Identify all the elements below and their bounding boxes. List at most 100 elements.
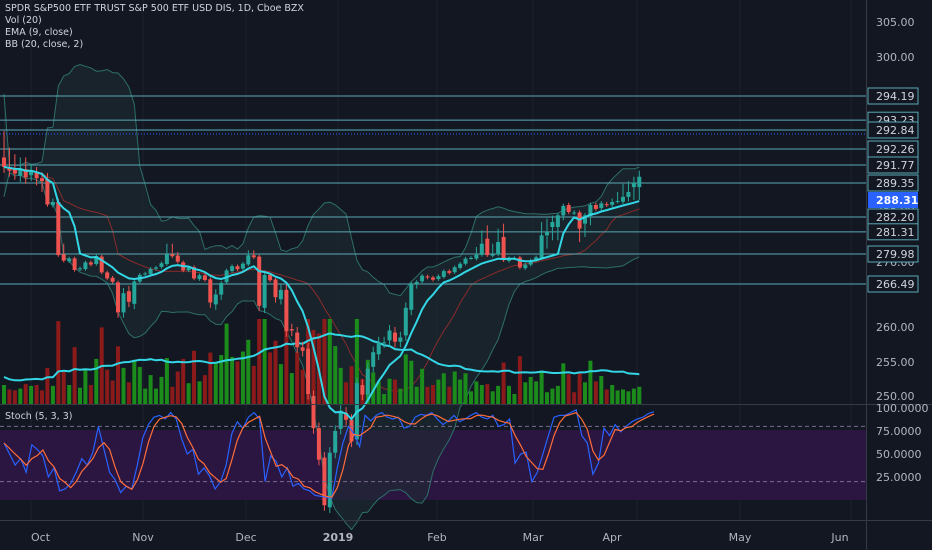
volume-bar xyxy=(40,390,44,404)
time-tick-label: 2019 xyxy=(323,531,354,544)
volume-bar xyxy=(566,374,571,404)
candle-body xyxy=(371,352,376,367)
volume-bar xyxy=(202,375,207,404)
candle-body xyxy=(534,257,539,260)
level-label-box xyxy=(867,275,919,293)
candle-body xyxy=(186,267,191,271)
volume-bar xyxy=(7,389,12,404)
volume-bar xyxy=(474,381,479,404)
time-tick-label: Jun xyxy=(830,531,848,544)
vol-legend[interactable]: Vol (20) xyxy=(5,15,42,26)
time-axis[interactable]: Oct Nov Dec 2019 Feb Mar Apr May Jun xyxy=(31,531,849,544)
volume-bar xyxy=(387,378,392,404)
candle-body xyxy=(398,337,403,342)
bb-legend[interactable]: BB (20, close, 2) xyxy=(5,39,84,50)
volume-bar xyxy=(338,367,343,404)
volume-bar xyxy=(539,370,544,404)
candle-body xyxy=(501,237,506,261)
price-tick-label: 250.00 xyxy=(876,390,915,403)
volume-bar xyxy=(219,355,224,404)
candle-body xyxy=(382,342,387,344)
level-label-box xyxy=(867,223,919,241)
candle-body xyxy=(197,275,202,280)
candle-body xyxy=(425,276,430,278)
level-label-box xyxy=(867,156,919,174)
volume-bar xyxy=(588,360,593,404)
stochastic xyxy=(0,408,866,499)
volume-bar xyxy=(376,381,381,404)
candle-body xyxy=(621,196,625,202)
level-label: 292.84 xyxy=(876,124,915,137)
volume-bar xyxy=(626,391,631,404)
candle-body xyxy=(273,279,278,298)
candle-body xyxy=(34,173,39,179)
volume-bar xyxy=(583,382,587,404)
volume-bar xyxy=(50,385,55,404)
candle-body xyxy=(387,330,392,341)
level-label: 281.31 xyxy=(876,226,915,239)
volume-bar xyxy=(132,359,137,404)
level-label: 294.19 xyxy=(876,90,915,103)
symbol-title[interactable]: SPDR S&P500 ETF TRUST S&P 500 ETF USD DI… xyxy=(5,3,304,14)
volume-bar xyxy=(496,385,501,404)
volume-bar xyxy=(528,376,533,404)
volume-bar xyxy=(56,321,61,404)
ema-path xyxy=(3,166,640,421)
candle-body xyxy=(88,262,93,265)
stoch-axis[interactable]: 100.0000 75.0000 50.0000 25.0000 xyxy=(876,402,929,484)
candle-body xyxy=(300,347,305,351)
candle-body xyxy=(132,281,137,304)
volume-bar xyxy=(246,339,251,404)
volume-bar xyxy=(371,372,376,404)
volume-bar xyxy=(29,385,34,404)
volume-bar xyxy=(213,363,218,404)
volume-bar xyxy=(382,394,387,404)
volume-bar xyxy=(561,363,566,404)
current-price-label: 288.31 xyxy=(876,194,918,207)
candle-body xyxy=(409,283,414,310)
ema-legend[interactable]: EMA (9, close) xyxy=(5,27,73,38)
volume-bar xyxy=(436,379,441,404)
volume-bar xyxy=(577,373,582,404)
volume-bar xyxy=(615,390,620,404)
volume-bar xyxy=(88,385,93,404)
volume-bar xyxy=(534,381,539,404)
candle-body xyxy=(94,256,99,264)
stoch-tick-label: 25.0000 xyxy=(876,471,922,484)
volume-bar xyxy=(83,369,88,404)
price-tick-label: 260.00 xyxy=(876,321,915,334)
candle-body xyxy=(376,342,381,355)
main-legend: SPDR S&P500 ETF TRUST S&P 500 ETF USD DI… xyxy=(5,3,304,51)
volume-bar xyxy=(186,383,191,404)
volume-bar xyxy=(268,352,273,404)
candle-body xyxy=(7,167,12,171)
volume-bar xyxy=(110,380,115,404)
volume-bar xyxy=(208,352,213,404)
volume-bar xyxy=(425,386,430,404)
volume-bar xyxy=(159,376,164,404)
volume-bar xyxy=(403,354,408,404)
volume-bar xyxy=(23,384,28,404)
candle-body xyxy=(626,192,631,197)
candle-body xyxy=(311,396,316,429)
price-axis[interactable]: 305.00300.00285.00260.00255.00250.00276.… xyxy=(867,16,919,403)
stoch-legend[interactable]: Stoch (5, 3, 3) xyxy=(5,411,73,422)
volume-bar xyxy=(333,346,338,404)
volume-bar xyxy=(61,371,66,404)
candle-body xyxy=(469,258,473,259)
volume-bar xyxy=(278,364,283,404)
candle-body xyxy=(29,170,34,176)
volume-bar xyxy=(235,361,240,404)
candle-body xyxy=(338,410,343,429)
volume-bar xyxy=(295,352,300,404)
volume-bar xyxy=(154,388,158,404)
candle-body xyxy=(268,274,273,281)
candle-body xyxy=(479,243,484,255)
candle-body xyxy=(251,255,256,258)
volume-bar xyxy=(257,319,262,404)
volume-bar xyxy=(593,381,598,404)
volume-bar xyxy=(349,366,354,404)
candle-body xyxy=(583,215,587,224)
volume-bar xyxy=(137,367,142,404)
